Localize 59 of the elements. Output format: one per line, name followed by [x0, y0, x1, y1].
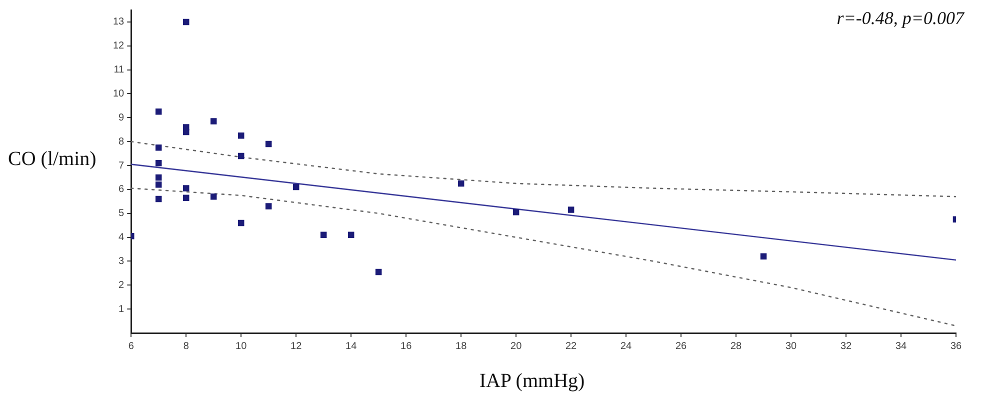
- point: [512, 209, 520, 216]
- point: [238, 220, 244, 226]
- y-tick-label: 10: [113, 88, 125, 100]
- y-tick-label: 5: [118, 208, 125, 220]
- y-tick-label: 6: [118, 184, 125, 196]
- point: [155, 144, 162, 151]
- x-tick-label: 26: [675, 340, 688, 352]
- point: [155, 174, 162, 181]
- x-tick-label: 16: [400, 340, 412, 352]
- point: [155, 182, 162, 188]
- point: [760, 253, 767, 260]
- point: [155, 196, 162, 202]
- x-tick-label: 34: [895, 340, 908, 352]
- y-tick-label: 13: [113, 16, 125, 28]
- x-tick-label: 20: [510, 340, 522, 352]
- point: [155, 108, 162, 115]
- x-tick-label: 22: [565, 340, 578, 352]
- y-axis-title: CO (l/min): [8, 148, 96, 171]
- x-axis-title: IAP (mmHg): [478, 370, 586, 393]
- x-tick-label: 12: [290, 340, 302, 352]
- x-tick-label: 32: [840, 340, 852, 352]
- point: [182, 18, 190, 26]
- x-tick-label: 6: [128, 340, 134, 352]
- x-tick-label: 28: [730, 340, 742, 352]
- x-tick-label: 18: [456, 340, 468, 352]
- y-tick-label: 8: [118, 136, 125, 148]
- x-tick-label: 10: [236, 340, 248, 352]
- y-tick-label: 12: [113, 40, 125, 52]
- x-tick-label: 24: [620, 340, 632, 352]
- line-series: [131, 188, 956, 326]
- point: [348, 232, 354, 238]
- point: [238, 152, 244, 160]
- y-tick-label: 7: [118, 160, 125, 172]
- point: [458, 180, 464, 187]
- point: [375, 268, 382, 276]
- y-tick-label: 9: [118, 112, 125, 124]
- y-tick-label: 1: [118, 304, 125, 315]
- point: [182, 185, 190, 192]
- x-tick-label: 36: [950, 340, 962, 352]
- point: [182, 128, 190, 136]
- point: [210, 118, 217, 124]
- y-tick-label: 2: [118, 280, 125, 291]
- y-tick-label: 4: [118, 232, 125, 244]
- y-tick-label: 11: [114, 64, 125, 76]
- point: [568, 206, 574, 213]
- x-tick-label: 14: [346, 340, 358, 352]
- annotation: r=-0.48, p=0.007: [836, 8, 964, 29]
- point: [210, 194, 217, 200]
- point: [292, 184, 300, 190]
- point: [155, 160, 162, 166]
- point: [320, 232, 327, 238]
- point: [182, 194, 190, 201]
- x-tick-label: 30: [785, 340, 798, 352]
- x-tick-label: 8: [183, 340, 190, 352]
- point: [265, 140, 272, 148]
- point: [265, 203, 272, 210]
- line-series: [131, 140, 956, 198]
- point: [238, 132, 244, 139]
- y-tick-label: 3: [118, 256, 125, 267]
